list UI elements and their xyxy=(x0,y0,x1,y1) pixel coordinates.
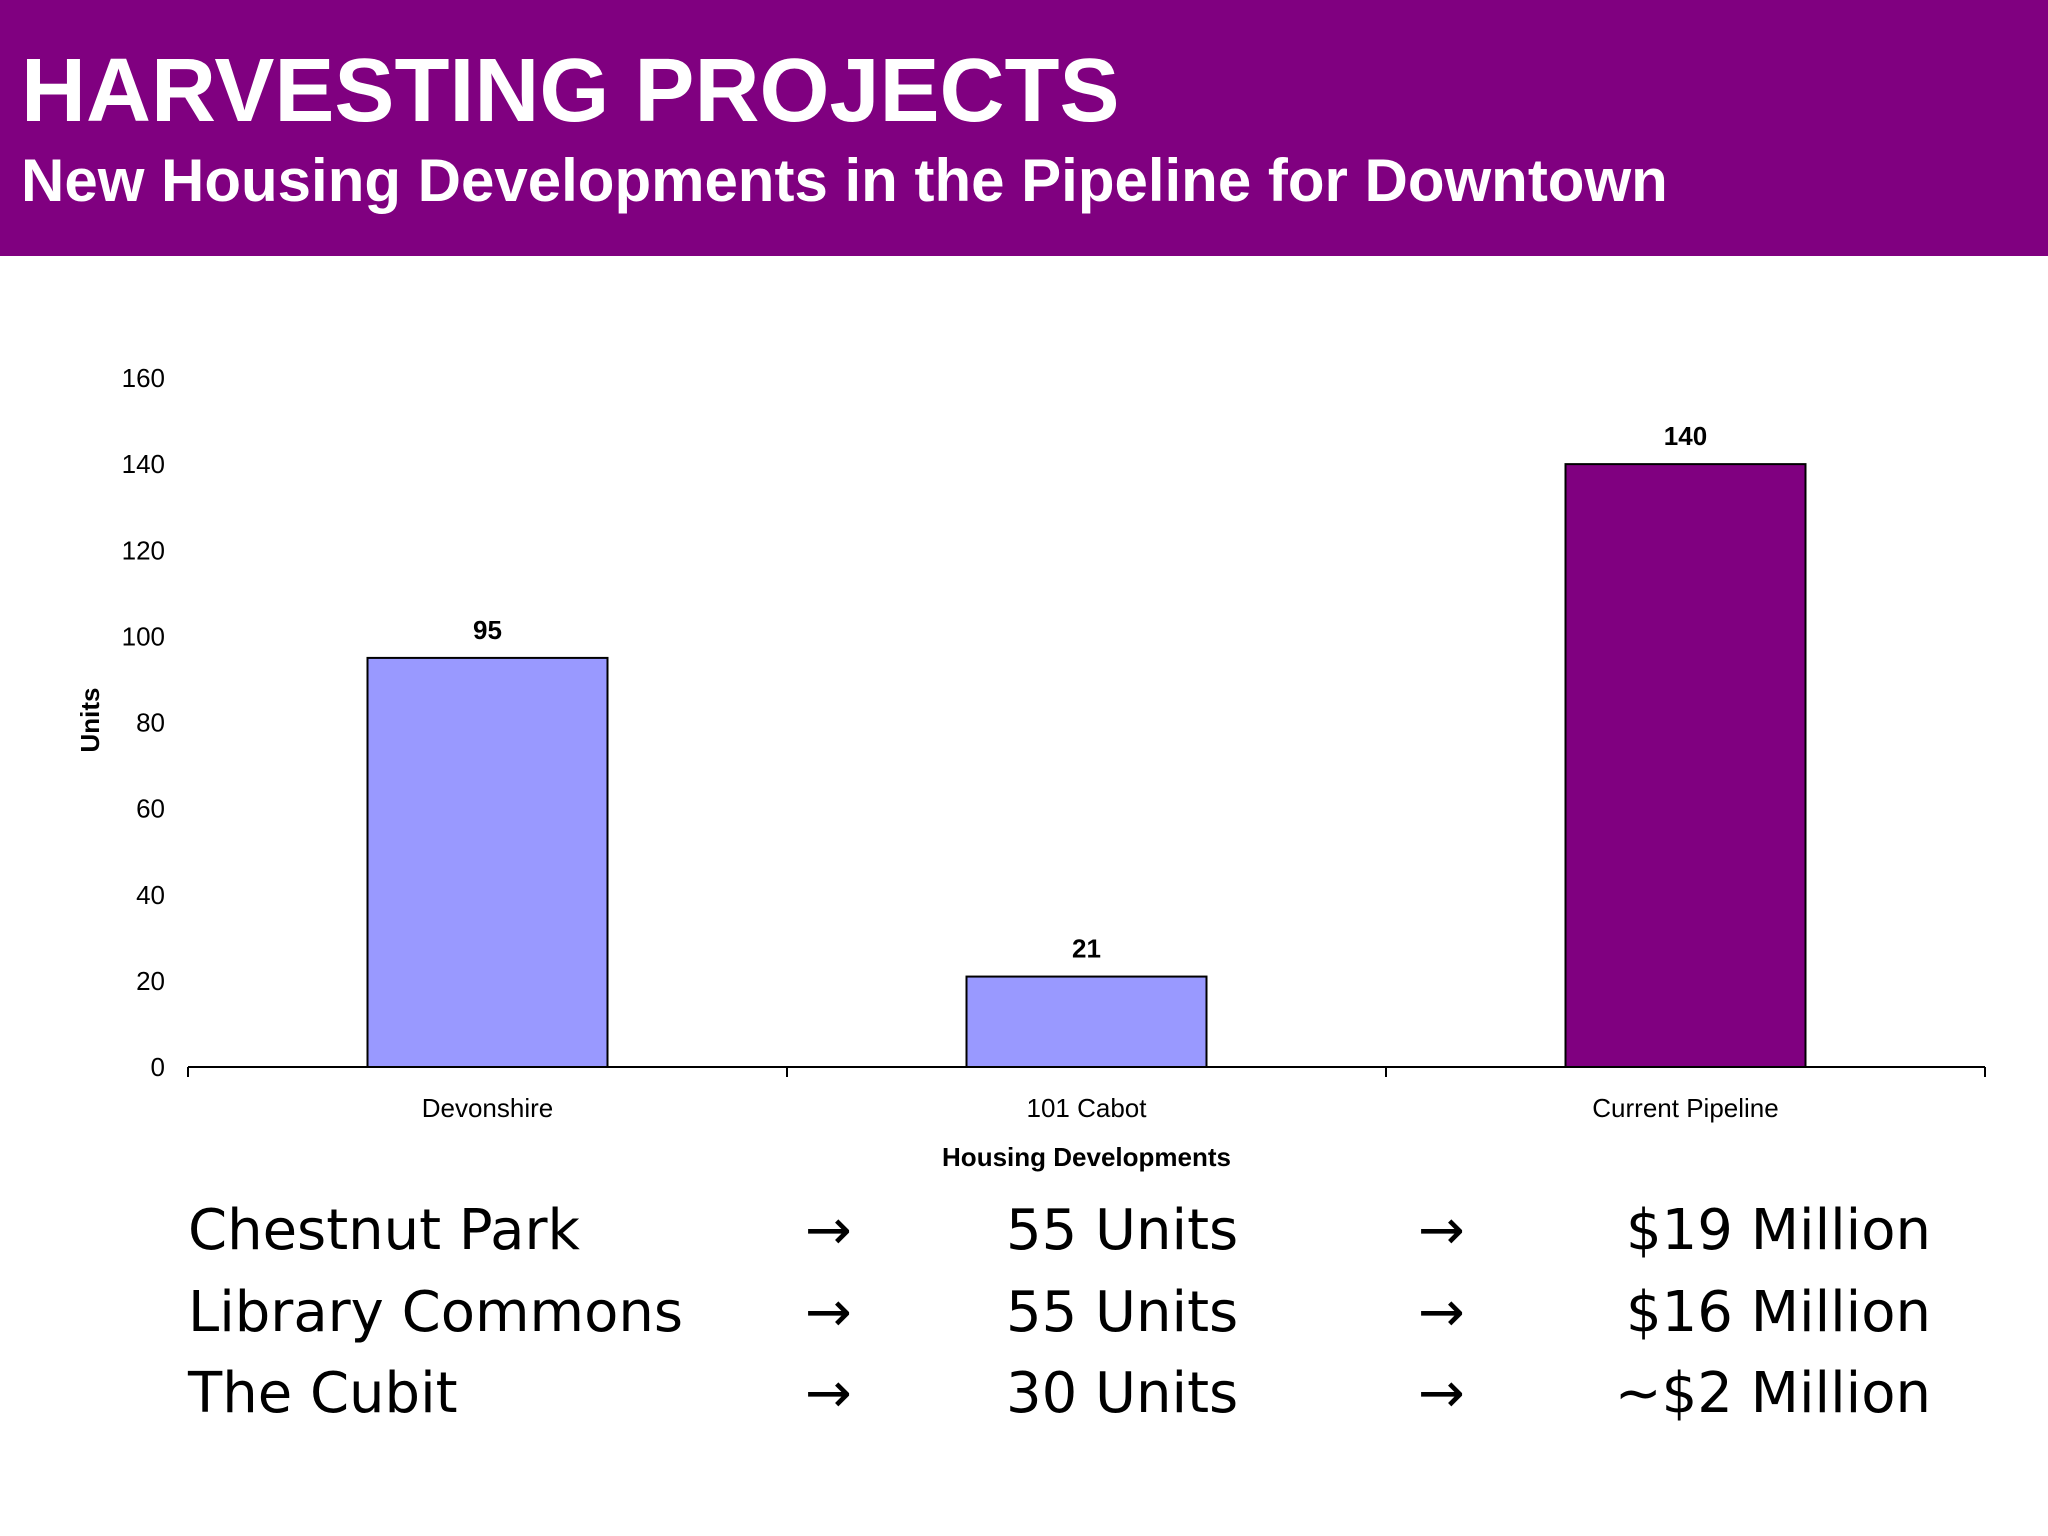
investment-amount: $19 Million xyxy=(1626,1198,1931,1263)
project-name: Library Commons xyxy=(188,1280,684,1345)
arrow-right-icon: → xyxy=(805,1361,852,1426)
slide-title: HARVESTING PROJECTS xyxy=(21,41,1120,141)
bar-current-pipeline xyxy=(1564,463,1807,1068)
bar-value-label: 21 xyxy=(1072,934,1101,964)
arrow-right-icon: → xyxy=(1418,1280,1465,1345)
arrow-right-icon: → xyxy=(805,1198,852,1263)
bar-value-label: 140 xyxy=(1664,421,1707,451)
summary-row: The Cubit → 30 Units → ~$2 Million xyxy=(0,1353,2048,1435)
y-tick-label: 140 xyxy=(122,449,165,479)
data-labels: 95 21 140 xyxy=(473,421,1707,963)
x-axis-title: Housing Developments xyxy=(942,1142,1231,1172)
bar-101-cabot xyxy=(965,975,1208,1068)
summary-table: Chestnut Park → 55 Units → $19 Million Librar… xyxy=(0,1190,2048,1450)
summary-row: Library Commons → 55 Units → $16 Million xyxy=(0,1272,2048,1354)
y-tick-label: 20 xyxy=(136,966,165,996)
bar-chart: 0 20 40 60 80 100 120 140 160 95 21 140 Devonshire… xyxy=(75,363,1986,1172)
x-axis-tick-labels: Devonshire 101 Cabot Current Pipeline xyxy=(422,1093,1779,1123)
y-axis-ticks: 0 20 40 60 80 100 120 140 160 xyxy=(122,363,165,1082)
y-tick-label: 100 xyxy=(122,621,165,651)
x-axis-ticks xyxy=(187,1067,1986,1077)
bar-devonshire xyxy=(366,656,609,1068)
y-tick-label: 120 xyxy=(122,535,165,565)
x-tick-label: Current Pipeline xyxy=(1592,1093,1778,1123)
bar-value-label: 95 xyxy=(473,615,502,645)
x-tick-label: Devonshire xyxy=(422,1093,554,1123)
y-tick-label: 80 xyxy=(136,708,165,738)
y-tick-label: 40 xyxy=(136,880,165,910)
investment-amount: ~$2 Million xyxy=(1614,1361,1931,1426)
x-tick-label: 101 Cabot xyxy=(1027,1093,1148,1123)
investment-amount: $16 Million xyxy=(1626,1280,1931,1345)
project-name: Chestnut Park xyxy=(188,1198,580,1263)
unit-count: 30 Units xyxy=(1006,1361,1239,1426)
unit-count: 55 Units xyxy=(1006,1198,1239,1263)
slide-header: HARVESTING PROJECTS New Housing Developm… xyxy=(0,0,2048,256)
project-name: The Cubit xyxy=(188,1361,458,1426)
y-tick-label: 0 xyxy=(151,1052,165,1082)
bar-group xyxy=(366,463,1807,1068)
arrow-right-icon: → xyxy=(1418,1361,1465,1426)
y-tick-label: 160 xyxy=(122,363,165,393)
arrow-right-icon: → xyxy=(805,1280,852,1345)
summary-row: Chestnut Park → 55 Units → $19 Million xyxy=(0,1190,2048,1272)
unit-count: 55 Units xyxy=(1006,1280,1239,1345)
slide-subtitle: New Housing Developments in the Pipeline… xyxy=(21,147,1668,214)
arrow-right-icon: → xyxy=(1418,1198,1465,1263)
y-axis-title: Units xyxy=(75,688,105,753)
y-tick-label: 60 xyxy=(136,794,165,824)
